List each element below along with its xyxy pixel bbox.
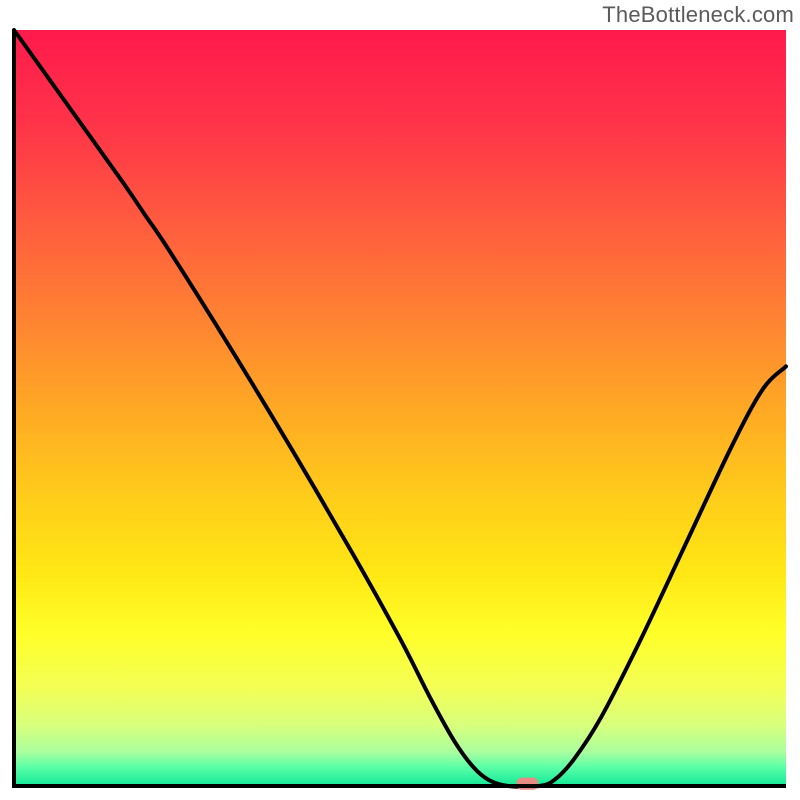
watermark-text: TheBottleneck.com xyxy=(602,2,794,28)
chart-container: TheBottleneck.com xyxy=(0,0,800,800)
gradient-background xyxy=(14,30,786,786)
bottleneck-curve-chart xyxy=(0,0,800,800)
